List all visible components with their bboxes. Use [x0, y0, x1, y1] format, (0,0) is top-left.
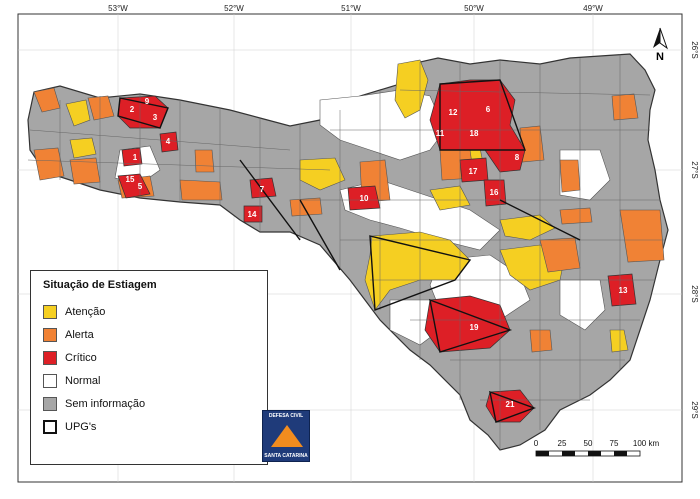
region-label: 5 — [138, 182, 143, 191]
legend-swatch — [43, 374, 57, 388]
legend-swatch — [43, 397, 57, 411]
scale-bar-graphic: 0 25 50 75 100 km — [534, 439, 660, 457]
region-label: 18 — [470, 129, 479, 138]
legend-label: Crítico — [65, 352, 97, 364]
region-label: 7 — [260, 185, 265, 194]
region-label: 15 — [126, 175, 135, 184]
region-label: 6 — [486, 105, 491, 114]
scale-tick: 0 — [534, 439, 539, 448]
legend-item-critico: Crítico — [43, 349, 97, 367]
defesa-civil-logo: DEFESA CIVIL SANTA CATARINA — [262, 410, 310, 462]
region-label: 1 — [133, 153, 138, 162]
region-label: 13 — [619, 286, 628, 295]
legend-item-upg: UPG's — [43, 418, 96, 436]
region-label: 4 — [166, 137, 171, 146]
legend-label: Atenção — [65, 306, 106, 318]
region-label: 19 — [470, 323, 479, 332]
north-label: N — [656, 51, 664, 63]
region-label: 21 — [506, 400, 515, 409]
region-label: 10 — [360, 194, 369, 203]
region-label: 11 — [436, 129, 445, 138]
scale-tick: 100 km — [633, 439, 660, 448]
legend-label: UPG's — [65, 421, 97, 433]
legend-swatch — [43, 305, 57, 319]
logo-text: SANTA CATARINA — [264, 453, 308, 459]
scale-bar: 0 25 50 75 100 km — [530, 437, 660, 465]
lat-label: 28°S — [690, 285, 699, 302]
region-label: 3 — [153, 113, 158, 122]
legend-title: Situação de Estiagem — [43, 279, 157, 291]
lat-label: 26°S — [690, 41, 699, 58]
region-label: 2 — [130, 105, 135, 114]
legend-item-normal: Normal — [43, 372, 100, 390]
lon-label: 53°W — [108, 4, 128, 13]
region-labels: 1 2 3 4 5 6 7 8 9 10 11 12 13 14 15 16 1… — [126, 97, 628, 409]
municipal-borders — [27, 54, 665, 450]
scale-tick: 50 — [584, 439, 593, 448]
logo-text: DEFESA CIVIL — [268, 413, 304, 419]
logo-triangle-icon — [271, 425, 303, 447]
upg-borders — [117, 79, 581, 423]
region-label: 9 — [145, 97, 150, 106]
region-label: 12 — [449, 108, 458, 117]
critico-zones — [117, 79, 637, 423]
lon-label: 49°W — [583, 4, 603, 13]
lon-label: 52°W — [224, 4, 244, 13]
scale-tick: 75 — [610, 439, 619, 448]
region-label: 17 — [469, 167, 478, 176]
legend-item-sem-info: Sem informação — [43, 395, 145, 413]
legend-swatch — [43, 420, 57, 434]
lat-label: 29°S — [690, 401, 699, 418]
lat-label: 27°S — [690, 161, 699, 178]
legend-item-atencao: Atenção — [43, 303, 105, 321]
lon-label: 50°W — [464, 4, 484, 13]
scale-tick: 25 — [558, 439, 567, 448]
region-label: 14 — [248, 210, 257, 219]
legend-item-alerta: Alerta — [43, 326, 94, 344]
north-arrow: N — [653, 27, 668, 63]
legend-swatch — [43, 328, 57, 342]
region-label: 8 — [515, 153, 520, 162]
legend-label: Normal — [65, 375, 101, 387]
legend-label: Sem informação — [65, 398, 146, 410]
legend: Situação de Estiagem Atenção Alerta Crít… — [30, 270, 268, 465]
legend-label: Alerta — [65, 329, 94, 341]
region-label: 16 — [490, 188, 499, 197]
lon-label: 51°W — [341, 4, 361, 13]
legend-swatch — [43, 351, 57, 365]
atencao-zones — [65, 59, 629, 353]
